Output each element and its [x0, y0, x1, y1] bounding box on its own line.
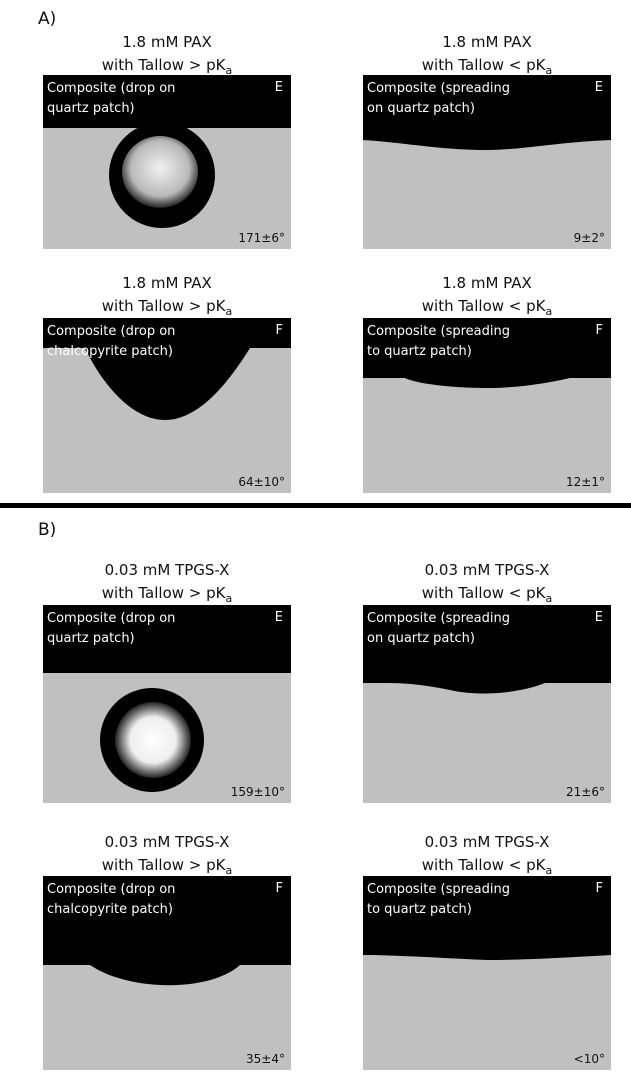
corner-letter: F: [276, 323, 283, 338]
panel-title: 1.8 mM PAX: [122, 33, 212, 51]
panel-subtitle: with Tallow < pKa: [422, 56, 552, 77]
section-label: A): [38, 9, 56, 29]
caption: Composite (spreading: [367, 882, 510, 897]
subtitle-text: with Tallow < pK: [422, 56, 547, 74]
drop-core: [122, 136, 198, 208]
caption: to quartz patch): [367, 902, 472, 917]
panel-title: 0.03 mM TPGS-X: [425, 833, 550, 851]
subscript: a: [545, 864, 552, 877]
panel-title: 1.8 mM PAX: [122, 274, 212, 292]
figure: A)1.8 mM PAXwith Tallow > pKaComposite (…: [0, 0, 631, 1073]
caption: on quartz patch): [367, 101, 475, 116]
subtitle-text: with Tallow < pK: [422, 297, 547, 315]
subtitle-text: with Tallow < pK: [422, 856, 547, 874]
contact-angle: 171±6°: [238, 231, 285, 245]
panel-subtitle: with Tallow > pKa: [102, 56, 232, 77]
panel-subtitle: with Tallow < pKa: [422, 584, 552, 605]
caption: Composite (spreading: [367, 611, 510, 626]
subscript: a: [225, 592, 232, 605]
caption: Composite (drop on: [47, 81, 175, 96]
caption: chalcopyrite patch): [47, 344, 173, 359]
caption: Composite (spreading: [367, 81, 510, 96]
caption: on quartz patch): [367, 631, 475, 646]
subtitle-text: with Tallow < pK: [422, 584, 547, 602]
panel-title: 0.03 mM TPGS-X: [425, 561, 550, 579]
subscript: a: [225, 864, 232, 877]
subscript: a: [225, 64, 232, 77]
subtitle-text: with Tallow > pK: [102, 856, 227, 874]
panel-subtitle: with Tallow > pKa: [102, 297, 232, 318]
caption: quartz patch): [47, 101, 135, 116]
panel-title: 0.03 mM TPGS-X: [105, 561, 230, 579]
corner-letter: E: [275, 80, 283, 95]
corner-letter: E: [275, 610, 283, 625]
panel-title: 1.8 mM PAX: [442, 274, 532, 292]
contact-angle: 35±4°: [246, 1052, 285, 1066]
panel-title: 1.8 mM PAX: [442, 33, 532, 51]
caption: to quartz patch): [367, 344, 472, 359]
contact-angle: 64±10°: [238, 475, 285, 489]
caption: Composite (spreading: [367, 324, 510, 339]
subtitle-text: with Tallow > pK: [102, 56, 227, 74]
section-label: B): [38, 520, 56, 540]
subscript: a: [545, 64, 552, 77]
subtitle-text: with Tallow > pK: [102, 584, 227, 602]
corner-letter: F: [596, 323, 603, 338]
panel-subtitle: with Tallow < pKa: [422, 856, 552, 877]
contact-angle: 12±1°: [566, 475, 605, 489]
panel-subtitle: with Tallow < pKa: [422, 297, 552, 318]
panel-subtitle: with Tallow > pKa: [102, 856, 232, 877]
corner-letter: F: [276, 881, 283, 896]
subscript: a: [545, 592, 552, 605]
panel-title: 0.03 mM TPGS-X: [105, 833, 230, 851]
corner-letter: E: [595, 610, 603, 625]
contact-angle: 9±2°: [574, 231, 605, 245]
subtitle-text: with Tallow > pK: [102, 297, 227, 315]
panel-subtitle: with Tallow > pKa: [102, 584, 232, 605]
caption: Composite (drop on: [47, 611, 175, 626]
contact-angle: <10°: [574, 1052, 605, 1066]
caption: Composite (drop on: [47, 324, 175, 339]
contact-angle: 21±6°: [566, 785, 605, 799]
drop-core: [115, 702, 191, 778]
separator: [0, 503, 631, 508]
corner-letter: E: [595, 80, 603, 95]
caption: quartz patch): [47, 631, 135, 646]
contact-angle: 159±10°: [231, 785, 285, 799]
caption: Composite (drop on: [47, 882, 175, 897]
subscript: a: [225, 305, 232, 318]
caption: chalcopyrite patch): [47, 902, 173, 917]
corner-letter: F: [596, 881, 603, 896]
subscript: a: [545, 305, 552, 318]
